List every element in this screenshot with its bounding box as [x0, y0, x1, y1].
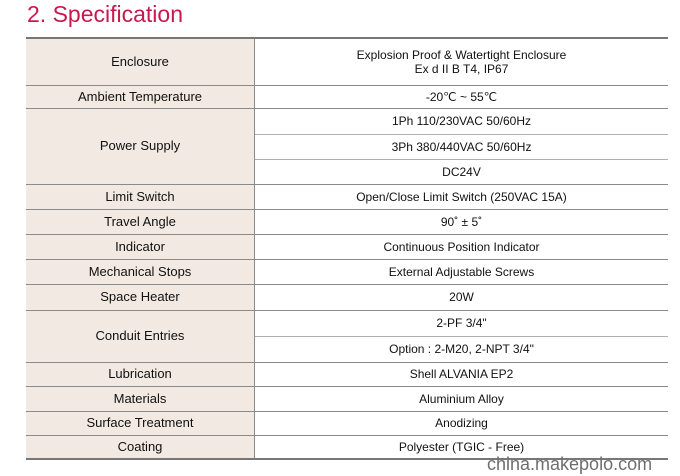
- section-title: 2. Specification: [27, 1, 183, 27]
- spec-label-materials: Materials: [26, 386, 255, 412]
- table-row: Coating Polyester (TGIC - Free): [26, 435, 668, 460]
- spec-label-limit: Limit Switch: [26, 184, 255, 210]
- table-row: Space Heater 20W: [26, 284, 668, 311]
- spec-value-coating: Polyester (TGIC - Free): [254, 435, 668, 460]
- specification-table: Enclosure Explosion Proof & Watertight E…: [26, 37, 668, 460]
- spec-value-power-1: 1Ph 110/230VAC 50/60Hz: [254, 108, 668, 135]
- spec-label-ambient: Ambient Temperature: [26, 85, 255, 109]
- table-row: 3Ph 380/440VAC 50/60Hz: [26, 134, 668, 160]
- table-row: Enclosure Explosion Proof & Watertight E…: [26, 38, 668, 86]
- table-row: Materials Aluminium Alloy: [26, 386, 668, 412]
- table-row: Indicator Continuous Position Indicator: [26, 234, 668, 260]
- spec-label-indicator: Indicator: [26, 234, 255, 260]
- spec-label-coating: Coating: [26, 435, 255, 460]
- spec-value-enclosure-line-1: Explosion Proof & Watertight Enclosure: [356, 47, 567, 62]
- spec-value-indicator: Continuous Position Indicator: [254, 234, 668, 260]
- table-row: Ambient Temperature -20℃ ~ 55℃: [26, 85, 668, 109]
- spec-value-stops: External Adjustable Screws: [254, 259, 668, 285]
- table-row: DC24V: [26, 159, 668, 185]
- spec-value-power-2: 3Ph 380/440VAC 50/60Hz: [254, 134, 668, 160]
- spec-label-enclosure: Enclosure: [26, 38, 255, 86]
- watermark: china.makepolo.com: [487, 454, 653, 474]
- spec-value-power-3: DC24V: [254, 159, 668, 185]
- spec-label-travel: Travel Angle: [26, 209, 255, 235]
- table-row: Conduit Entries 2-PF 3/4": [26, 310, 668, 363]
- spec-label-power: Power Supply: [26, 108, 255, 185]
- spec-label-lubrication: Lubrication: [26, 362, 255, 387]
- spec-value-travel: 90˚ ± 5˚: [254, 209, 668, 235]
- spec-value-enclosure: Explosion Proof & Watertight Enclosure E…: [254, 38, 668, 86]
- table-row: Mechanical Stops External Adjustable Scr…: [26, 259, 668, 285]
- table-row: Limit Switch Open/Close Limit Switch (25…: [26, 184, 668, 210]
- spec-value-heater: 20W: [254, 284, 668, 311]
- spec-label-stops: Mechanical Stops: [26, 259, 255, 285]
- spec-value-conduit-1: 2-PF 3/4": [254, 310, 668, 337]
- table-row: Power Supply 1Ph 110/230VAC 50/60Hz: [26, 108, 668, 185]
- spec-value-conduit-2: Option : 2-M20, 2-NPT 3/4": [254, 336, 668, 363]
- table-row: Lubrication Shell ALVANIA EP2: [26, 362, 668, 387]
- table-row: Option : 2-M20, 2-NPT 3/4": [26, 336, 668, 363]
- spec-label-heater: Space Heater: [26, 284, 255, 311]
- spec-value-lubrication: Shell ALVANIA EP2: [254, 362, 668, 387]
- table-row: Surface Treatment Anodizing: [26, 411, 668, 436]
- spec-value-materials: Aluminium Alloy: [254, 386, 668, 412]
- table-row: Travel Angle 90˚ ± 5˚: [26, 209, 668, 235]
- spec-value-ambient: -20℃ ~ 55℃: [254, 85, 668, 109]
- spec-value-limit: Open/Close Limit Switch (250VAC 15A): [254, 184, 668, 210]
- spec-label-surface: Surface Treatment: [26, 411, 255, 436]
- spec-value-enclosure-line-2: Ex d II B T4, IP67: [414, 61, 509, 76]
- spec-value-surface: Anodizing: [254, 411, 668, 436]
- spec-label-conduit: Conduit Entries: [26, 310, 255, 363]
